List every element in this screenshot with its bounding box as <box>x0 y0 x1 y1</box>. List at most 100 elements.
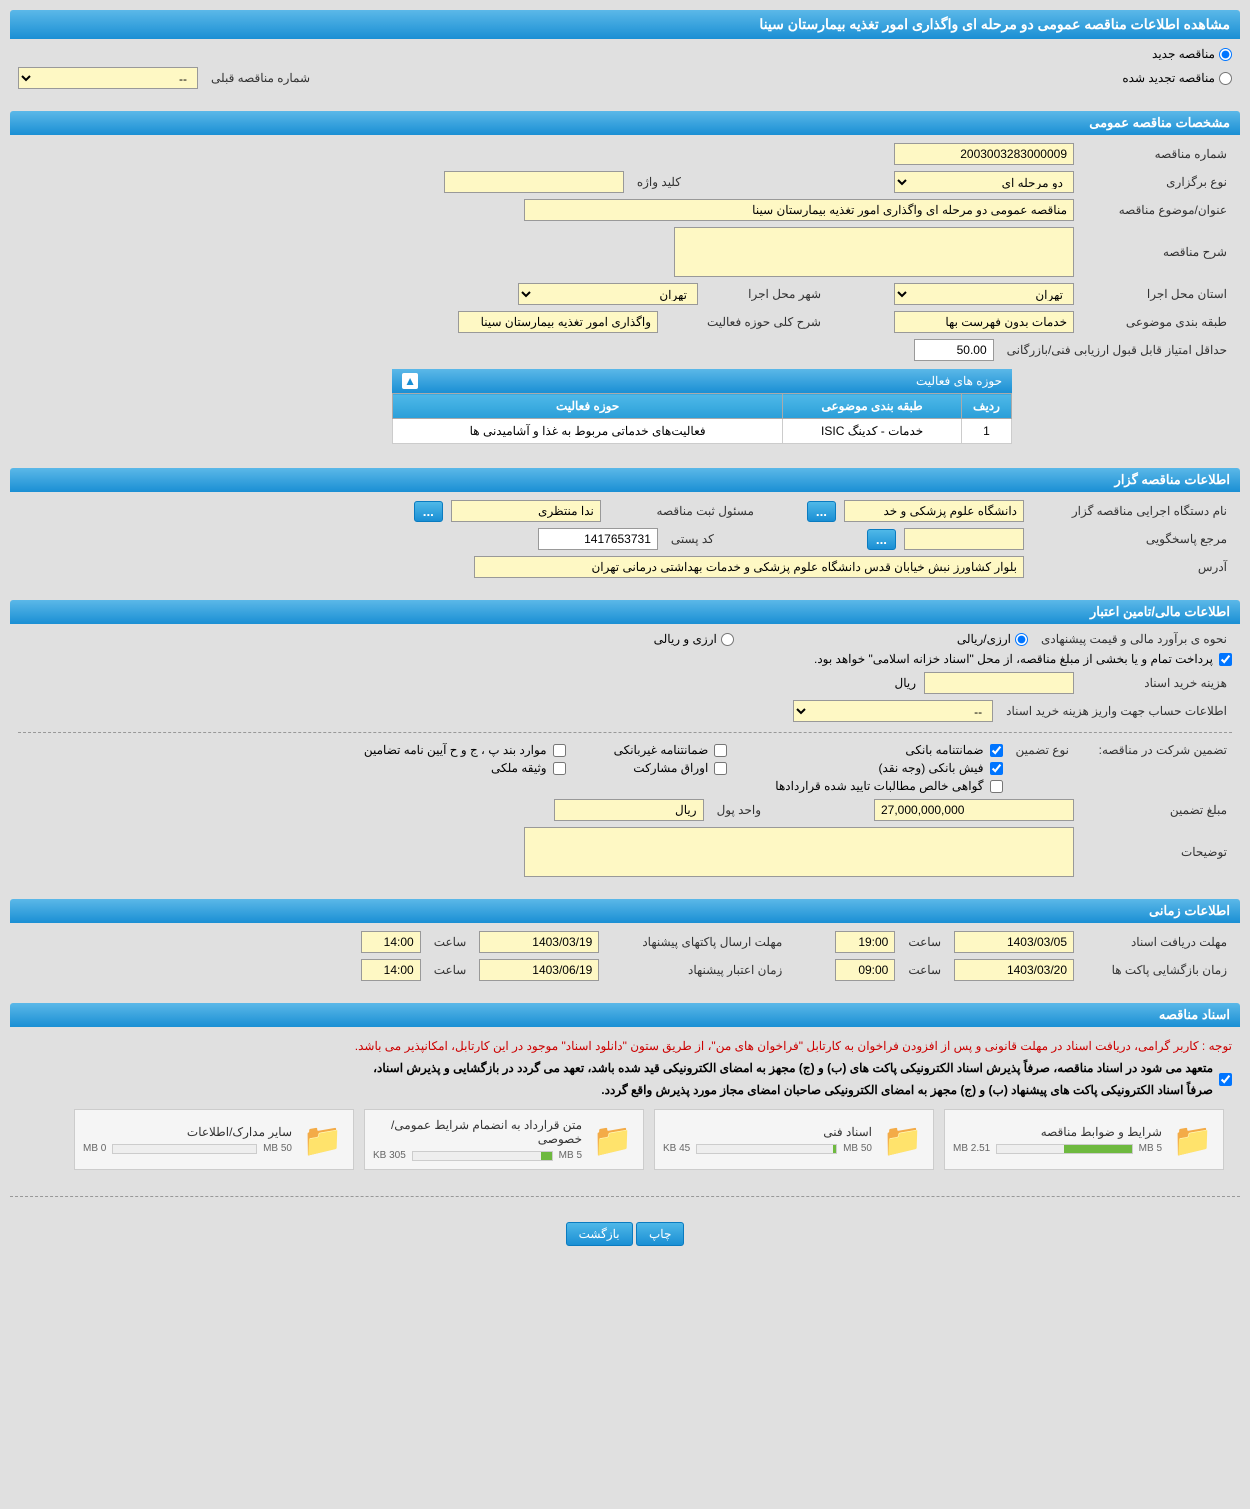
cb-participation[interactable] <box>714 762 727 775</box>
file-name: سایر مدارک/اطلاعات <box>83 1125 292 1139</box>
back-button[interactable]: بازگشت <box>566 1222 633 1246</box>
tender-number-label: شماره مناقصه <box>1082 147 1232 161</box>
activity-table-title: حوزه های فعالیت <box>916 374 1002 388</box>
doc-cost-label: هزینه خرید اسناد <box>1082 676 1232 690</box>
subject-field: مناقصه عمومی دو مرحله ای واگذاری امور تغ… <box>524 199 1074 221</box>
estimate-method-label: نحوه ی برآورد مالی و قیمت پیشنهادی <box>1036 632 1232 646</box>
cb-clauses-label: موارد بند پ ، ج و ح آیین نامه تضامین <box>364 743 547 757</box>
prev-number-label: شماره مناقصه قبلی <box>206 71 315 85</box>
prev-number-select[interactable]: -- <box>18 67 198 89</box>
doc-deadline-date: 1403/03/05 <box>954 931 1074 953</box>
opening-date: 1403/03/20 <box>954 959 1074 981</box>
holding-type-select[interactable]: دو مرحله ای <box>894 171 1074 193</box>
doc-deadline-time-label: ساعت <box>903 935 946 949</box>
packet-deadline-time-label: ساعت <box>429 935 472 949</box>
packet-deadline-date: 1403/03/19 <box>479 931 599 953</box>
file-size: 45 KB <box>663 1143 690 1154</box>
radio-renewed-tender[interactable] <box>1219 72 1232 85</box>
print-button[interactable]: چاپ <box>636 1222 684 1246</box>
file-card[interactable]: 📁 اسناد فنی 50 MB 45 KB <box>654 1109 934 1170</box>
city-label: شهر محل اجرا <box>706 287 826 301</box>
section-documents: اسناد مناقصه <box>10 1003 1240 1027</box>
activity-table: ردیف طبقه بندی موضوعی حوزه فعالیت 1 خدما… <box>392 393 1012 444</box>
cb-bank-guarantee[interactable] <box>990 744 1003 757</box>
file-card[interactable]: 📁 شرایط و ضوابط مناقصه 5 MB 2.51 MB <box>944 1109 1224 1170</box>
folder-icon: 📁 <box>880 1120 925 1160</box>
col-class: طبقه بندی موضوعی <box>783 394 962 419</box>
file-progress <box>696 1144 837 1154</box>
col-scope: حوزه فعالیت <box>393 394 783 419</box>
notes-field[interactable] <box>524 827 1074 877</box>
collapse-icon[interactable]: ▲ <box>402 373 418 389</box>
file-name: شرایط و ضوابط مناقصه <box>953 1125 1162 1139</box>
currency-unit-label: واحد پول <box>712 803 766 817</box>
postal-label: کد پستی <box>666 532 719 546</box>
folder-icon: 📁 <box>1170 1120 1215 1160</box>
docs-note-black2: صرفاً اسناد الکترونیکی پاکت های پیشنهاد … <box>373 1079 1213 1101</box>
contact-field[interactable] <box>904 528 1024 550</box>
account-info-select[interactable]: -- <box>793 700 993 722</box>
contact-label: مرجع پاسخگویی <box>1032 532 1232 546</box>
docs-commitment-checkbox[interactable] <box>1219 1073 1232 1086</box>
radio-currency[interactable] <box>721 633 734 646</box>
docs-note-red: توجه : کاربر گرامی، دریافت اسناد در مهلت… <box>18 1035 1232 1057</box>
file-progress <box>412 1151 553 1161</box>
registrar-label: مسئول ثبت مناقصه <box>609 504 759 518</box>
description-field[interactable] <box>674 227 1074 277</box>
city-select[interactable]: تهران <box>518 283 698 305</box>
opening-label: زمان بازگشایی پاکت ها <box>1082 963 1232 977</box>
radio-new-label: مناقصه جدید <box>1152 47 1215 61</box>
cb-bank-receipt[interactable] <box>990 762 1003 775</box>
doc-deadline-time: 19:00 <box>835 931 895 953</box>
validity-time: 14:00 <box>361 959 421 981</box>
file-name: اسناد فنی <box>663 1125 872 1139</box>
guarantee-type-label: نوع تضمین <box>1011 743 1074 757</box>
doc-cost-unit: ریال <box>894 676 916 690</box>
file-size: 305 KB <box>373 1150 406 1161</box>
opening-time: 09:00 <box>835 959 895 981</box>
file-card[interactable]: 📁 متن قرارداد به انضمام شرایط عمومی/خصوص… <box>364 1109 644 1170</box>
validity-date: 1403/06/19 <box>479 959 599 981</box>
radio-rial[interactable] <box>1015 633 1028 646</box>
agency-label: نام دستگاه اجرایی مناقصه گزار <box>1032 504 1232 518</box>
cb-clauses[interactable] <box>553 744 566 757</box>
file-name: متن قرارداد به انضمام شرایط عمومی/خصوصی <box>373 1118 582 1146</box>
cb-bank-receipt-label: فیش بانکی (وجه نقد) <box>879 761 984 775</box>
registrar-browse-button[interactable]: ... <box>414 501 443 522</box>
section-timing: اطلاعات زمانی <box>10 899 1240 923</box>
file-card[interactable]: 📁 سایر مدارک/اطلاعات 50 MB 0 MB <box>74 1109 354 1170</box>
address-label: آدرس <box>1032 560 1232 574</box>
contact-browse-button[interactable]: ... <box>867 529 896 550</box>
radio-currency-label: ارزی و ریالی <box>654 632 717 646</box>
folder-icon: 📁 <box>590 1120 635 1160</box>
doc-cost-field[interactable] <box>924 672 1074 694</box>
docs-note-black1: متعهد می شود در اسناد مناقصه، صرفاً پذیر… <box>373 1057 1213 1079</box>
treasury-note: پرداخت تمام و یا بخشی از مبلغ مناقصه، از… <box>814 652 1213 666</box>
province-select[interactable]: تهران <box>894 283 1074 305</box>
topic-class-field: خدمات بدون فهرست بها <box>894 311 1074 333</box>
opening-time-label: ساعت <box>903 963 946 977</box>
folder-icon: 📁 <box>300 1120 345 1160</box>
treasury-checkbox[interactable] <box>1219 653 1232 666</box>
cb-property[interactable] <box>553 762 566 775</box>
description-label: شرح مناقصه <box>1082 245 1232 259</box>
postal-field: 1417653731 <box>538 528 658 550</box>
doc-deadline-label: مهلت دریافت اسناد <box>1082 935 1232 949</box>
keyword-field[interactable] <box>444 171 624 193</box>
notes-label: توضیحات <box>1082 845 1232 859</box>
account-info-label: اطلاعات حساب جهت واریز هزینه خرید اسناد <box>1001 704 1232 718</box>
cb-participation-label: اوراق مشارکت <box>633 761 708 775</box>
cb-nonbank[interactable] <box>714 744 727 757</box>
file-max: 50 MB <box>263 1143 292 1154</box>
activity-scope-label: شرح کلی حوزه فعالیت <box>666 315 826 329</box>
file-max: 5 MB <box>559 1150 582 1161</box>
file-size: 2.51 MB <box>953 1143 990 1154</box>
subject-label: عنوان/موضوع مناقصه <box>1082 203 1232 217</box>
agency-browse-button[interactable]: ... <box>807 501 836 522</box>
guarantee-label: تضمین شرکت در مناقصه: <box>1082 743 1232 757</box>
file-progress <box>112 1144 257 1154</box>
col-row: ردیف <box>962 394 1012 419</box>
radio-new-tender[interactable] <box>1219 48 1232 61</box>
file-progress <box>996 1144 1132 1154</box>
cb-certificate[interactable] <box>990 780 1003 793</box>
